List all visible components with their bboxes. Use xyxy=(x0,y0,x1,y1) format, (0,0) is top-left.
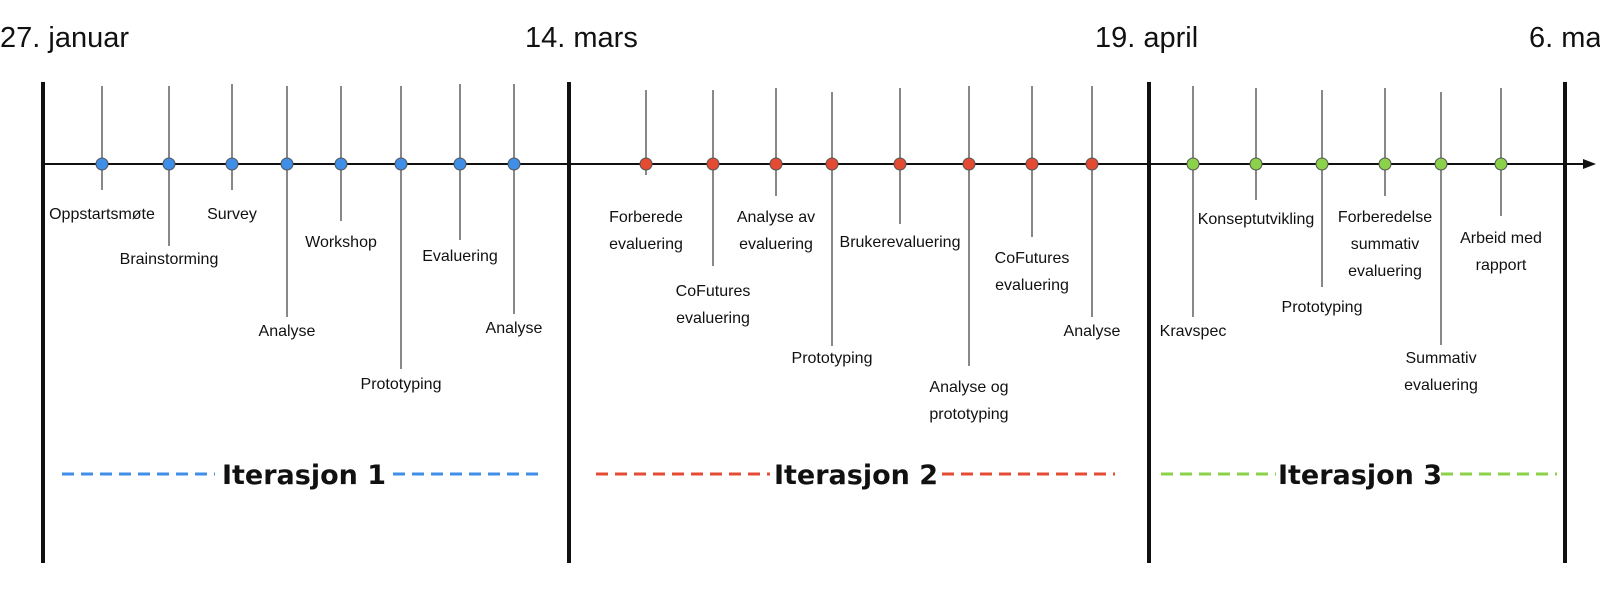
event-dots xyxy=(95,157,1508,171)
event-label: Brukerevaluering xyxy=(840,234,961,251)
event-label-line: Prototyping xyxy=(361,376,442,393)
event-label: Workshop xyxy=(305,234,377,251)
event-label-line: evaluering xyxy=(1348,263,1422,280)
event-dot xyxy=(162,157,176,171)
event-dot xyxy=(1249,157,1263,171)
event-dot xyxy=(1186,157,1200,171)
event-label-line: Prototyping xyxy=(792,350,873,367)
iteration-1-label: Iterasjon 1 xyxy=(222,460,386,491)
event-label-line: CoFutures xyxy=(676,283,751,300)
event-label-line: Forberedelse xyxy=(1338,209,1432,226)
date-label-iteration-2-start: 14. mars xyxy=(525,22,638,54)
event-dot xyxy=(1025,157,1039,171)
event-label-line: summativ xyxy=(1351,236,1419,253)
event-label: Prototyping xyxy=(1282,299,1363,316)
event-label: Arbeid med rapport xyxy=(1460,230,1542,274)
event-dot xyxy=(507,157,521,171)
event-label: Analyse xyxy=(486,320,543,337)
event-dot xyxy=(1494,157,1508,171)
event-label-line: evaluering xyxy=(995,277,1069,294)
event-dot xyxy=(334,157,348,171)
event-dot xyxy=(639,157,653,171)
iteration-2-label: Iterasjon 2 xyxy=(774,460,938,491)
event-label: Oppstartsmøte xyxy=(49,206,155,223)
event-label-line: Analyse xyxy=(486,320,543,337)
event-label-line: Analyse xyxy=(1064,323,1121,340)
event-dot xyxy=(706,157,720,171)
event-labels: Oppstartsmøte Brainstorming Survey Analyse W… xyxy=(49,206,1542,423)
event-label-line: Oppstartsmøte xyxy=(49,206,155,223)
event-connectors xyxy=(101,84,1502,369)
event-label: Evaluering xyxy=(422,248,498,265)
event-label: Forberedelse summativ evaluering xyxy=(1338,209,1432,280)
event-label-line: Kravspec xyxy=(1160,323,1227,340)
event-label: Analyse og prototyping xyxy=(929,379,1008,423)
event-label: Kravspec xyxy=(1160,323,1227,340)
event-dot xyxy=(1378,157,1392,171)
event-dot xyxy=(769,157,783,171)
event-dot xyxy=(1315,157,1329,171)
event-label: Konseptutvikling xyxy=(1198,211,1315,228)
event-label-line: Arbeid med xyxy=(1460,230,1542,247)
event-dot xyxy=(962,157,976,171)
event-label: CoFutures evaluering xyxy=(995,250,1070,294)
event-label-line: rapport xyxy=(1476,257,1527,274)
event-dot xyxy=(453,157,467,171)
date-label-start: 27. januar xyxy=(0,22,129,54)
event-label-line: evaluering xyxy=(1404,377,1478,394)
date-label-iteration-3-start: 19. april xyxy=(1095,22,1198,54)
event-label: Summativ evaluering xyxy=(1404,350,1478,394)
event-label: Analyse xyxy=(1064,323,1121,340)
date-label-end: 6. mai xyxy=(1529,22,1600,54)
event-dot xyxy=(893,157,907,171)
event-dot xyxy=(825,157,839,171)
event-label-line: Prototyping xyxy=(1282,299,1363,316)
event-label: Prototyping xyxy=(792,350,873,367)
timeline-arrow-icon xyxy=(1583,159,1596,169)
event-label: Forberede evaluering xyxy=(609,209,683,253)
event-dot xyxy=(95,157,109,171)
event-label-line: Workshop xyxy=(305,234,377,251)
event-dot xyxy=(280,157,294,171)
event-label-line: Survey xyxy=(207,206,257,223)
event-label: Prototyping xyxy=(361,376,442,393)
event-label: Analyse av evaluering xyxy=(737,209,815,253)
event-label: Brainstorming xyxy=(120,251,219,268)
event-dot xyxy=(225,157,239,171)
event-label-line: Analyse og xyxy=(929,379,1008,396)
event-label-line: Analyse av xyxy=(737,209,815,226)
event-dot xyxy=(1434,157,1448,171)
event-dot xyxy=(394,157,408,171)
event-label-line: Brukerevaluering xyxy=(840,234,961,251)
event-dot xyxy=(1085,157,1099,171)
event-label: Survey xyxy=(207,206,257,223)
event-label-line: evaluering xyxy=(739,236,813,253)
event-label-line: Brainstorming xyxy=(120,251,219,268)
event-label: Analyse xyxy=(259,323,316,340)
event-label-line: CoFutures xyxy=(995,250,1070,267)
event-label-line: evaluering xyxy=(676,310,750,327)
event-label-line: Forberede xyxy=(609,209,683,226)
event-label-line: Evaluering xyxy=(422,248,498,265)
event-label-line: Analyse xyxy=(259,323,316,340)
event-label-line: Konseptutvikling xyxy=(1198,211,1315,228)
event-label: CoFutures evaluering xyxy=(676,283,751,327)
event-label-line: prototyping xyxy=(929,406,1008,423)
iteration-3-label: Iterasjon 3 xyxy=(1278,460,1442,491)
event-label-line: evaluering xyxy=(609,236,683,253)
event-label-line: Summativ xyxy=(1405,350,1476,367)
